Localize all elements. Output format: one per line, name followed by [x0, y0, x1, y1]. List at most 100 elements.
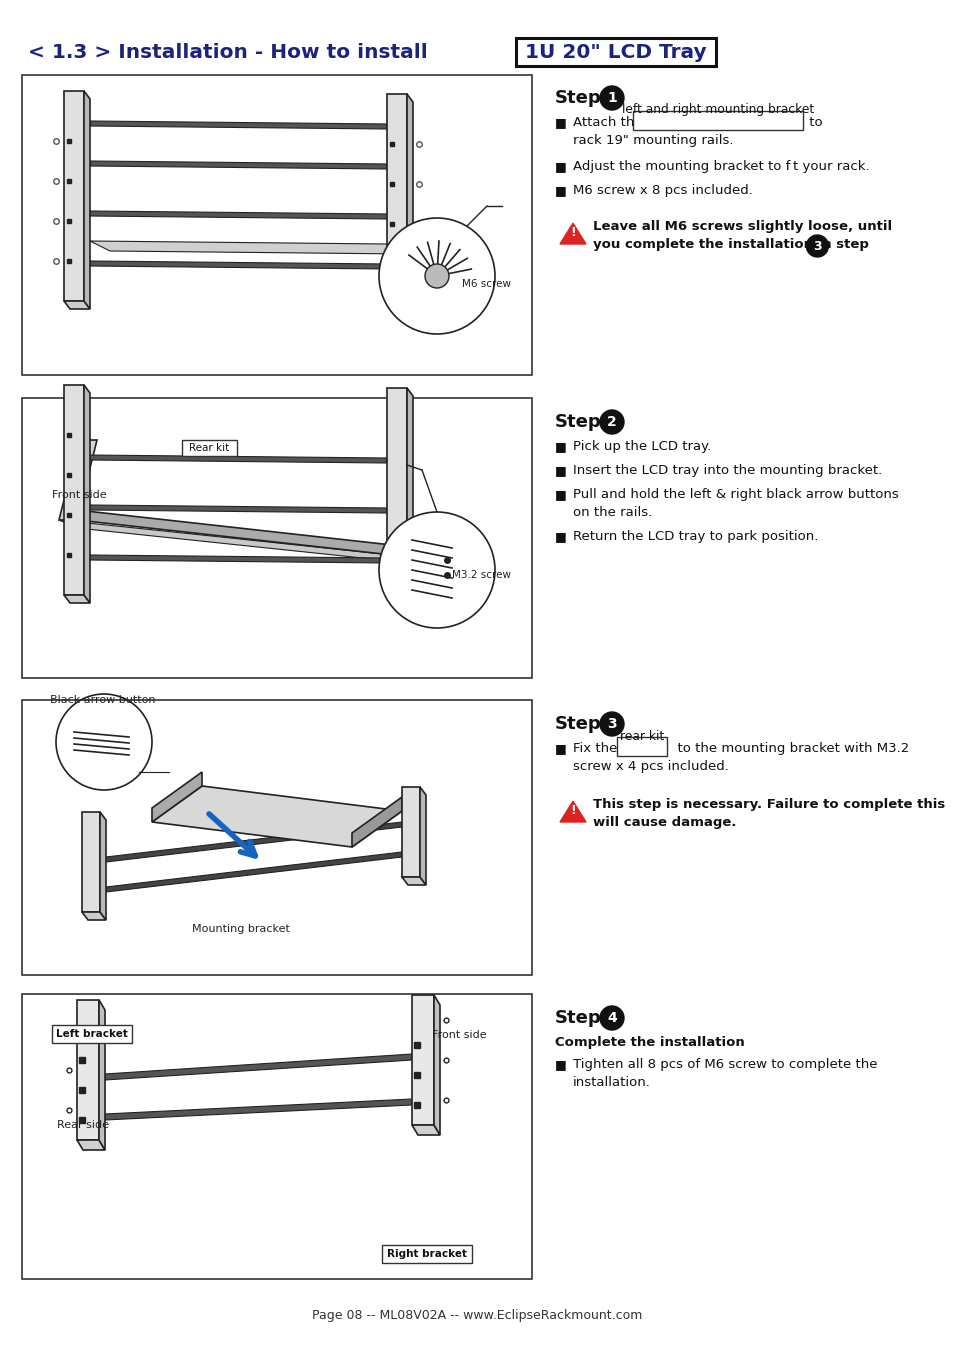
Text: This step is necessary. Failure to complete this: This step is necessary. Failure to compl…	[593, 798, 944, 811]
Polygon shape	[90, 242, 407, 254]
Polygon shape	[90, 555, 387, 563]
Bar	[22, 398, 532, 678]
Circle shape	[599, 1006, 623, 1030]
Text: 4: 4	[606, 1011, 617, 1025]
Text: Attach the: Attach the	[573, 116, 646, 130]
Text: Step: Step	[555, 413, 601, 431]
Polygon shape	[90, 261, 387, 269]
Bar	[52, 1025, 132, 1044]
Text: you complete the installation in step: you complete the installation in step	[593, 238, 873, 251]
Polygon shape	[559, 801, 585, 822]
Bar	[616, 737, 666, 756]
Text: M6 screw: M6 screw	[461, 279, 511, 289]
Text: 2: 2	[606, 414, 617, 429]
Polygon shape	[105, 1054, 412, 1080]
Polygon shape	[64, 301, 90, 309]
Text: Front side: Front side	[432, 1030, 486, 1040]
Text: Tighten all 8 pcs of M6 screw to complete the: Tighten all 8 pcs of M6 screw to complet…	[573, 1058, 877, 1071]
Polygon shape	[77, 510, 392, 555]
Text: ■: ■	[555, 1058, 566, 1071]
Polygon shape	[419, 787, 426, 886]
Text: to the mounting bracket with M3.2: to the mounting bracket with M3.2	[668, 743, 908, 755]
Text: Fix the: Fix the	[573, 743, 621, 755]
Circle shape	[599, 711, 623, 736]
Text: Return the LCD tray to park position.: Return the LCD tray to park position.	[573, 531, 818, 543]
Bar	[632, 111, 802, 130]
Text: Pull and hold the left & right black arrow buttons: Pull and hold the left & right black arr…	[573, 487, 898, 501]
Text: rear kit: rear kit	[619, 729, 663, 742]
Text: 3: 3	[812, 239, 821, 252]
Polygon shape	[59, 440, 97, 520]
Text: Black arrow button: Black arrow button	[50, 695, 155, 705]
Bar	[182, 440, 236, 456]
Text: ■: ■	[555, 487, 566, 501]
Polygon shape	[99, 1000, 105, 1150]
Text: !: !	[570, 225, 576, 239]
Bar	[22, 76, 532, 375]
Polygon shape	[412, 995, 434, 1125]
Circle shape	[599, 410, 623, 433]
Polygon shape	[90, 211, 387, 219]
Polygon shape	[77, 1000, 99, 1139]
Text: Rear side: Rear side	[57, 1120, 109, 1130]
Text: to: to	[804, 116, 822, 130]
Text: !: !	[570, 803, 576, 817]
Polygon shape	[387, 304, 413, 312]
Text: Pick up the LCD tray.: Pick up the LCD tray.	[573, 440, 711, 454]
Text: Insert the LCD tray into the mounting bracket.: Insert the LCD tray into the mounting br…	[573, 464, 882, 477]
Polygon shape	[64, 595, 90, 603]
Bar	[381, 1245, 472, 1264]
Polygon shape	[105, 1099, 412, 1120]
Text: Left bracket: Left bracket	[56, 1029, 128, 1040]
Text: Step: Step	[555, 89, 601, 107]
Text: ■: ■	[555, 531, 566, 543]
Circle shape	[805, 235, 827, 256]
Polygon shape	[100, 811, 106, 919]
Circle shape	[378, 512, 495, 628]
Text: ■: ■	[555, 184, 566, 197]
Bar	[22, 701, 532, 975]
Polygon shape	[82, 913, 106, 919]
Circle shape	[424, 265, 449, 288]
Text: ■: ■	[555, 464, 566, 477]
Polygon shape	[59, 520, 410, 563]
Text: Step: Step	[555, 716, 601, 733]
Polygon shape	[559, 223, 585, 244]
Circle shape	[599, 86, 623, 109]
Text: Complete the installation: Complete the installation	[555, 1035, 744, 1049]
Polygon shape	[352, 796, 401, 846]
Text: installation.: installation.	[573, 1076, 650, 1089]
Polygon shape	[84, 385, 90, 603]
Polygon shape	[407, 387, 413, 606]
Text: Adjust the mounting bracket to f t your rack.: Adjust the mounting bracket to f t your …	[573, 161, 869, 173]
Polygon shape	[90, 161, 387, 169]
Text: rack 19" mounting rails.: rack 19" mounting rails.	[573, 134, 733, 147]
Polygon shape	[387, 387, 407, 598]
Polygon shape	[387, 95, 407, 304]
Bar	[516, 38, 716, 66]
Text: screw x 4 pcs included.: screw x 4 pcs included.	[573, 760, 728, 774]
Text: Step: Step	[555, 1008, 601, 1027]
Text: Rear kit: Rear kit	[189, 443, 229, 454]
Text: on the rails.: on the rails.	[573, 506, 652, 518]
Polygon shape	[106, 822, 401, 863]
Text: Mounting bracket: Mounting bracket	[192, 923, 290, 934]
Polygon shape	[82, 811, 100, 913]
Polygon shape	[387, 598, 413, 606]
Text: Front side: Front side	[52, 490, 107, 500]
Polygon shape	[401, 787, 419, 878]
Text: M6 screw x 8 pcs included.: M6 screw x 8 pcs included.	[573, 184, 752, 197]
Polygon shape	[84, 90, 90, 309]
Polygon shape	[152, 786, 401, 846]
Polygon shape	[90, 505, 387, 513]
Text: 1U 20" LCD Tray: 1U 20" LCD Tray	[525, 42, 706, 62]
Polygon shape	[77, 1139, 105, 1150]
Text: Right bracket: Right bracket	[387, 1249, 467, 1260]
Polygon shape	[90, 455, 387, 463]
Text: Page 08 -- ML08V02A -- www.EclipseRackmount.com: Page 08 -- ML08V02A -- www.EclipseRackmo…	[312, 1308, 641, 1322]
Bar	[22, 994, 532, 1278]
Text: Leave all M6 screws slightly loose, until: Leave all M6 screws slightly loose, unti…	[593, 220, 891, 234]
Polygon shape	[64, 90, 84, 301]
Polygon shape	[407, 95, 413, 312]
Text: M3.2 screw: M3.2 screw	[452, 570, 511, 580]
